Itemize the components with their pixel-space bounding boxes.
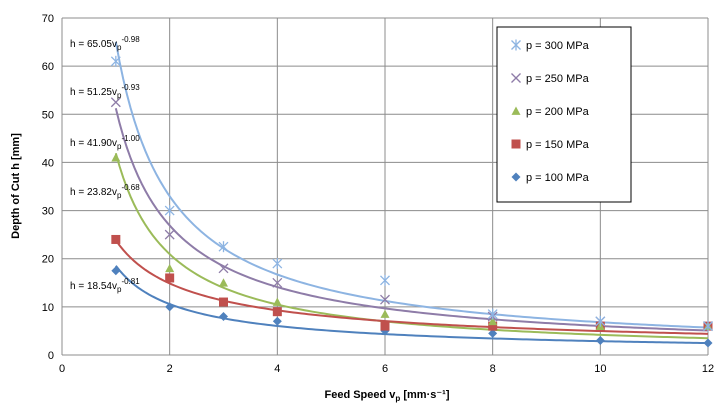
fit-curve bbox=[115, 239, 709, 335]
data-point bbox=[272, 297, 282, 306]
data-point bbox=[110, 55, 121, 67]
y-tick-label: 50 bbox=[42, 109, 54, 121]
data-point bbox=[165, 302, 175, 312]
legend-item: p = 200 MPa bbox=[511, 106, 590, 118]
legend-label: p = 300 MPa bbox=[526, 40, 590, 52]
legend-item: p = 250 MPa bbox=[511, 73, 590, 85]
y-tick-label: 20 bbox=[42, 254, 54, 266]
y-tick-label: 40 bbox=[42, 157, 54, 169]
data-point bbox=[164, 205, 175, 217]
data-point bbox=[218, 263, 229, 274]
data-point bbox=[595, 336, 605, 346]
x-tick-label: 12 bbox=[702, 363, 714, 375]
fit-curve bbox=[114, 41, 709, 329]
legend-label: p = 200 MPa bbox=[526, 106, 590, 118]
data-point bbox=[110, 97, 121, 108]
data-point bbox=[380, 294, 390, 305]
legend-marker bbox=[511, 172, 521, 182]
equation-label: h = 23.82vp-0.68 bbox=[70, 183, 140, 200]
data-point bbox=[703, 320, 713, 332]
x-axis-title: Feed Speed vp [mm·s⁻¹] bbox=[324, 389, 449, 403]
data-point bbox=[272, 277, 283, 288]
data-point bbox=[272, 316, 282, 326]
y-tick-label: 30 bbox=[42, 206, 54, 218]
data-point bbox=[488, 316, 498, 326]
fit-curve bbox=[114, 108, 709, 332]
data-point bbox=[272, 307, 282, 317]
data-point bbox=[272, 258, 283, 270]
legend-item: p = 300 MPa bbox=[511, 39, 590, 52]
data-point bbox=[380, 321, 390, 331]
equation-label: h = 65.05vp-0.98 bbox=[70, 35, 140, 52]
y-tick-label: 70 bbox=[42, 13, 54, 25]
legend-marker bbox=[511, 139, 521, 149]
data-point bbox=[111, 153, 121, 162]
x-tick-label: 8 bbox=[490, 363, 496, 375]
data-point bbox=[595, 315, 606, 327]
fit-curve bbox=[114, 153, 709, 340]
data-point bbox=[380, 274, 390, 286]
data-points bbox=[110, 55, 713, 348]
legend-marker bbox=[511, 73, 521, 83]
x-tick-label: 6 bbox=[382, 363, 388, 375]
y-tick-label: 60 bbox=[42, 61, 54, 73]
x-tick-label: 0 bbox=[59, 363, 65, 375]
data-point bbox=[111, 234, 121, 244]
tick-labels: 0 10 20 30 40 50 60 70 0 2 4 6 8 10 12 bbox=[42, 13, 714, 375]
equation-labels: h = 65.05vp-0.98 h = 51.25vp-0.93 h = 41.9… bbox=[70, 35, 140, 294]
legend-item: p = 100 MPa bbox=[511, 172, 590, 184]
legend-marker bbox=[511, 106, 521, 115]
legend: p = 300 MPa p = 250 MPa p = 200 MPa p = 150… bbox=[496, 26, 632, 203]
data-point bbox=[487, 308, 498, 320]
equation-label: h = 51.25vp-0.93 bbox=[70, 83, 140, 100]
legend-item: p = 150 MPa bbox=[511, 139, 590, 151]
data-point bbox=[380, 309, 390, 318]
fit-curve bbox=[115, 265, 709, 345]
y-tick-label: 10 bbox=[42, 302, 54, 314]
data-point bbox=[165, 263, 175, 273]
legend-marker bbox=[511, 39, 521, 51]
x-tick-label: 4 bbox=[274, 363, 280, 375]
legend-label: p = 100 MPa bbox=[526, 172, 590, 184]
data-point bbox=[164, 229, 175, 240]
legend-label: p = 250 MPa bbox=[526, 73, 590, 85]
data-point bbox=[165, 273, 175, 283]
data-point bbox=[111, 266, 121, 276]
x-tick-label: 10 bbox=[594, 363, 606, 375]
data-point bbox=[219, 297, 228, 307]
data-point bbox=[219, 311, 228, 321]
data-point bbox=[488, 328, 498, 338]
data-point bbox=[488, 321, 498, 331]
y-tick-label: 0 bbox=[48, 350, 54, 362]
data-point bbox=[703, 338, 713, 348]
equation-label: h = 41.90vp-1.00 bbox=[70, 134, 140, 151]
data-point bbox=[219, 278, 228, 287]
data-point bbox=[218, 241, 229, 253]
equation-label: h = 18.54vp-0.81 bbox=[70, 277, 140, 294]
y-axis-title: Depth of Cut h [mm] bbox=[10, 133, 22, 239]
legend-label: p = 150 MPa bbox=[526, 139, 590, 151]
x-tick-label: 2 bbox=[167, 363, 173, 375]
fit-curves bbox=[114, 41, 709, 345]
